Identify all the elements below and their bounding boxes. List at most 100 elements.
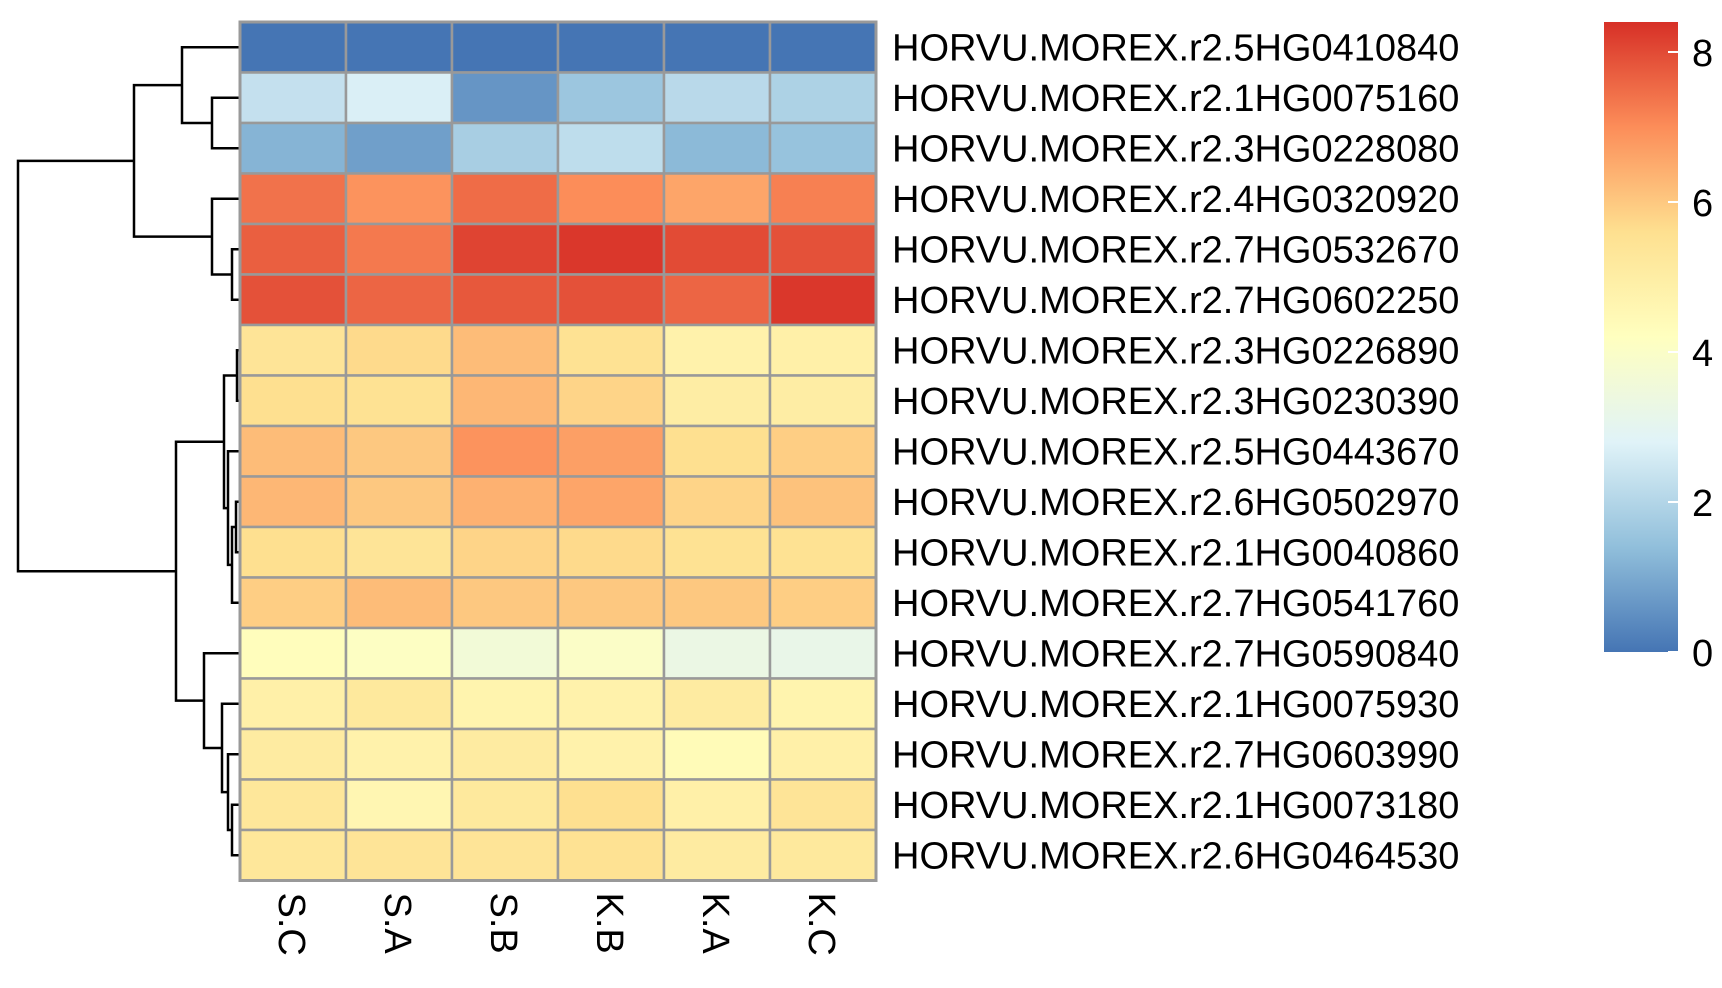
- dendrogram-branch: [174, 440, 224, 702]
- row-label: HORVU.MOREX.r2.7HG0590840: [892, 633, 1459, 675]
- heatmap-cell: [556, 121, 666, 175]
- heatmap-cell: [450, 222, 560, 276]
- heatmap-cell: [238, 525, 348, 579]
- heatmap-cell: [344, 172, 454, 226]
- row-label: HORVU.MOREX.r2.7HG0532670: [892, 229, 1459, 271]
- heatmap-cell: [450, 475, 560, 529]
- heatmap-cell: [662, 323, 772, 377]
- heatmap-cell: [768, 424, 878, 478]
- heatmap-cell: [768, 727, 878, 781]
- heatmap-cell: [344, 374, 454, 428]
- heatmap-cell: [768, 626, 878, 680]
- heatmap-cell: [238, 828, 348, 882]
- heatmap-cell: [768, 222, 878, 276]
- heatmap-cell: [768, 576, 878, 630]
- heatmap-cell: [238, 71, 348, 125]
- heatmap-cell: [662, 222, 772, 276]
- dendrogram-branch: [226, 753, 240, 832]
- heatmap-cell: [238, 172, 348, 226]
- dendrogram-branch: [222, 374, 237, 510]
- heatmap-cell: [344, 20, 454, 74]
- legend-tick-label: 0: [1692, 633, 1713, 675]
- column-label: S.C: [270, 893, 312, 956]
- heatmap-cell: [768, 121, 878, 175]
- heatmap-cell: [662, 20, 772, 74]
- heatmap-cell: [768, 71, 878, 125]
- heatmap-cell: [662, 424, 772, 478]
- heatmap-cell: [344, 71, 454, 125]
- dendrogram-branch: [226, 450, 240, 567]
- row-label: HORVU.MOREX.r2.7HG0602250: [892, 280, 1459, 322]
- heatmap-cell: [450, 525, 560, 579]
- heatmap-cell: [556, 172, 666, 226]
- heatmap-cells: [238, 20, 878, 882]
- heatmap-cell: [344, 222, 454, 276]
- heatmap-cell: [556, 626, 666, 680]
- heatmap-cell: [662, 273, 772, 327]
- heatmap-cell: [344, 576, 454, 630]
- heatmap-cell: [450, 273, 560, 327]
- heatmap-cell: [450, 828, 560, 882]
- column-label: K.B: [588, 893, 630, 954]
- row-label: HORVU.MOREX.r2.6HG0464530: [892, 835, 1459, 877]
- heatmap-cell: [238, 576, 348, 630]
- heatmap-cell: [238, 222, 348, 276]
- heatmap-cell: [556, 424, 666, 478]
- row-label: HORVU.MOREX.r2.3HG0230390: [892, 381, 1459, 423]
- color-legend: 0 2 4 6 8: [1604, 22, 1713, 675]
- heatmap-cell: [768, 20, 878, 74]
- legend-tick-label: 2: [1692, 483, 1713, 525]
- heatmap-cell: [556, 525, 666, 579]
- heatmap-cell: [662, 475, 772, 529]
- dendrogram-branch: [220, 702, 240, 794]
- heatmap-cell: [768, 525, 878, 579]
- heatmap-cell: [450, 374, 560, 428]
- dendrogram-branch: [132, 83, 212, 238]
- heatmap-cell: [238, 323, 348, 377]
- heatmap-cell: [450, 424, 560, 478]
- heatmap-cell: [556, 576, 666, 630]
- heatmap-cell: [662, 525, 772, 579]
- heatmap-cell: [450, 121, 560, 175]
- heatmap-cell: [450, 172, 560, 226]
- heatmap-cell: [556, 71, 666, 125]
- column-labels: S.C S.A S.B K.B K.A K.C: [270, 893, 842, 956]
- heatmap-cell: [662, 727, 772, 781]
- column-label: K.C: [800, 893, 842, 956]
- heatmap-cell: [344, 727, 454, 781]
- heatmap-cell: [662, 71, 772, 125]
- heatmap-cell: [556, 727, 666, 781]
- heatmap-cell: [238, 626, 348, 680]
- column-label: K.A: [694, 893, 736, 955]
- heatmap-cell: [768, 828, 878, 882]
- column-label: S.A: [376, 893, 418, 955]
- row-dendrogram: [16, 46, 240, 857]
- column-label: S.B: [482, 893, 524, 954]
- heatmap-cell: [662, 626, 772, 680]
- heatmap-cell: [556, 778, 666, 832]
- heatmap-cell: [556, 20, 666, 74]
- heatmap-cell: [238, 475, 348, 529]
- legend-tick-label: 8: [1692, 33, 1713, 75]
- row-label: HORVU.MOREX.r2.1HG0075160: [892, 78, 1459, 120]
- heatmap-cell: [662, 172, 772, 226]
- heatmap-cell: [768, 273, 878, 327]
- heatmap-cell: [450, 576, 560, 630]
- row-label: HORVU.MOREX.r2.7HG0541760: [892, 583, 1459, 625]
- heatmap-cell: [556, 828, 666, 882]
- heatmap-cell: [768, 172, 878, 226]
- row-label: HORVU.MOREX.r2.7HG0603990: [892, 734, 1459, 776]
- heatmap-cell: [768, 323, 878, 377]
- row-labels: HORVU.MOREX.r2.5HG0410840 HORVU.MOREX.r2.…: [892, 27, 1459, 877]
- legend-colorbar: [1604, 22, 1678, 652]
- heatmap-cell: [344, 677, 454, 731]
- heatmap-cell: [450, 626, 560, 680]
- heatmap-cell: [344, 121, 454, 175]
- row-label: HORVU.MOREX.r2.5HG0410840: [892, 27, 1459, 69]
- heatmap-cell: [450, 727, 560, 781]
- heatmap-cell: [662, 677, 772, 731]
- legend-tick-label: 4: [1692, 333, 1713, 375]
- heatmap-cell: [238, 121, 348, 175]
- heatmap-cell: [344, 778, 454, 832]
